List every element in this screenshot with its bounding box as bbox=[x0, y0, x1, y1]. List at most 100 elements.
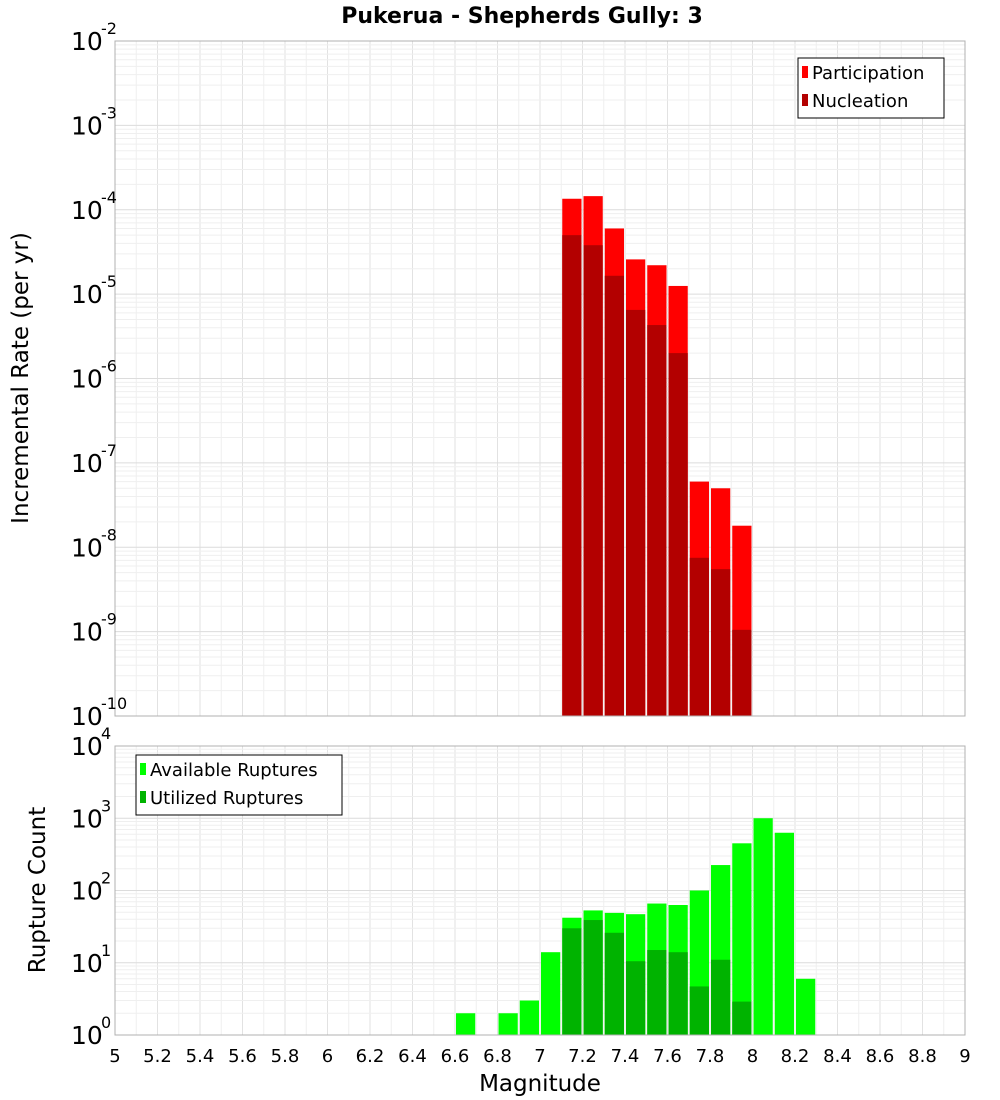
x-tick-label: 5.2 bbox=[143, 1046, 172, 1067]
bar bbox=[796, 978, 816, 1035]
bar bbox=[647, 950, 667, 1035]
legend-swatch bbox=[802, 66, 808, 78]
bar bbox=[668, 952, 688, 1035]
x-tick-label: 8.6 bbox=[866, 1046, 895, 1067]
y-tick-label: 10 bbox=[71, 365, 103, 394]
bar bbox=[647, 325, 667, 716]
legend-label: Available Ruptures bbox=[150, 760, 318, 781]
legend: Participation Nucleation bbox=[797, 57, 945, 119]
x-tick-label: 6.8 bbox=[483, 1046, 512, 1067]
y-tick-exponent: -6 bbox=[101, 357, 117, 376]
x-tick-label: 5 bbox=[109, 1046, 120, 1067]
legend-box bbox=[797, 57, 945, 119]
y-tick-exponent: -8 bbox=[101, 525, 117, 544]
y-tick-label: 10 bbox=[71, 949, 103, 978]
bar bbox=[711, 959, 731, 1035]
chart-title: Pukerua - Shepherds Gully: 3 bbox=[341, 4, 703, 29]
bar bbox=[732, 629, 752, 716]
y-tick-exponent: -9 bbox=[101, 610, 117, 629]
y-tick-label: 10 bbox=[71, 877, 103, 906]
y-tick-exponent: -10 bbox=[101, 694, 127, 713]
bar bbox=[604, 275, 624, 716]
y-tick-label: 10 bbox=[71, 732, 103, 761]
bar bbox=[711, 569, 731, 716]
y-tick-exponent: -2 bbox=[101, 19, 117, 38]
y-tick-label: 10 bbox=[71, 27, 103, 56]
bar bbox=[498, 1013, 518, 1035]
legend-swatch bbox=[140, 763, 146, 775]
bar bbox=[519, 1000, 539, 1035]
bar bbox=[562, 235, 582, 716]
x-tick-label: 7.8 bbox=[696, 1046, 725, 1067]
x-tick-label: 6.4 bbox=[398, 1046, 427, 1067]
y-tick-label: 10 bbox=[71, 280, 103, 309]
plot-frame bbox=[114, 745, 966, 1036]
bar bbox=[456, 1013, 476, 1035]
x-tick-label: 6.2 bbox=[356, 1046, 385, 1067]
y-tick-exponent: -5 bbox=[101, 272, 117, 291]
bar bbox=[541, 952, 561, 1035]
y-tick-label: 10 bbox=[71, 804, 103, 833]
series-utilized-ruptures bbox=[562, 920, 752, 1035]
bar bbox=[604, 932, 624, 1035]
y-tick-label: 10 bbox=[71, 196, 103, 225]
y-tick-label: 10 bbox=[71, 533, 103, 562]
x-axis-label: Magnitude bbox=[479, 1071, 601, 1097]
y-tick-exponent: 0 bbox=[101, 1013, 111, 1032]
bottom-y-axis-label: Rupture Count bbox=[25, 807, 51, 973]
bar bbox=[732, 843, 752, 1035]
x-tick-label: 6.6 bbox=[441, 1046, 470, 1067]
y-tick-exponent: -3 bbox=[101, 103, 117, 122]
legend-box bbox=[135, 754, 343, 816]
x-tick-label: 7.4 bbox=[611, 1046, 640, 1067]
legend-label: Participation bbox=[812, 63, 924, 84]
y-tick-label: 10 bbox=[71, 111, 103, 140]
x-tick-label: 8 bbox=[747, 1046, 758, 1067]
y-tick-exponent: 1 bbox=[101, 941, 111, 960]
y-tick-exponent: -7 bbox=[101, 441, 117, 460]
bar bbox=[774, 832, 794, 1035]
x-tick-label: 8.4 bbox=[823, 1046, 852, 1067]
bar bbox=[626, 309, 646, 716]
y-tick-label: 10 bbox=[71, 702, 103, 731]
x-tick-label: 8.8 bbox=[908, 1046, 937, 1067]
x-tick-label: 7.6 bbox=[653, 1046, 682, 1067]
legend-label: Nucleation bbox=[812, 91, 908, 112]
x-tick-label: 8.2 bbox=[781, 1046, 810, 1067]
plot-frame bbox=[114, 40, 966, 717]
bar bbox=[753, 818, 773, 1035]
legend: Available Ruptures Utilized Ruptures bbox=[135, 754, 343, 816]
y-tick-exponent: 2 bbox=[101, 869, 111, 888]
bar bbox=[689, 986, 709, 1035]
legend-swatch bbox=[140, 791, 146, 803]
series-nucleation bbox=[562, 235, 752, 717]
bar bbox=[583, 245, 603, 717]
x-tick-label: 7 bbox=[534, 1046, 545, 1067]
top-y-axis-label: Incremental Rate (per yr) bbox=[8, 232, 34, 524]
bar bbox=[732, 1001, 752, 1035]
x-tick-label: 7.2 bbox=[568, 1046, 597, 1067]
x-tick-label: 5.8 bbox=[271, 1046, 300, 1067]
y-tick-label: 10 bbox=[71, 449, 103, 478]
grid bbox=[114, 41, 966, 717]
bar bbox=[689, 557, 709, 716]
bar bbox=[583, 920, 603, 1035]
legend-swatch bbox=[802, 94, 808, 106]
legend-label: Utilized Ruptures bbox=[150, 788, 303, 809]
y-tick-exponent: 3 bbox=[101, 796, 111, 815]
x-tick-label: 6 bbox=[322, 1046, 333, 1067]
y-tick-label: 10 bbox=[71, 618, 103, 647]
bar bbox=[562, 928, 582, 1035]
top-plot-panel: 10-1010-910-810-710-610-510-410-310-2Par… bbox=[71, 19, 966, 731]
bar bbox=[668, 353, 688, 716]
bar bbox=[626, 961, 646, 1035]
grid bbox=[114, 746, 966, 1036]
y-tick-label: 10 bbox=[71, 1021, 103, 1050]
x-tick-label: 5.6 bbox=[228, 1046, 257, 1067]
y-tick-exponent: -4 bbox=[101, 188, 117, 207]
x-tick-label: 5.4 bbox=[186, 1046, 215, 1067]
x-tick-label: 9 bbox=[959, 1046, 970, 1067]
y-tick-exponent: 4 bbox=[101, 724, 111, 743]
